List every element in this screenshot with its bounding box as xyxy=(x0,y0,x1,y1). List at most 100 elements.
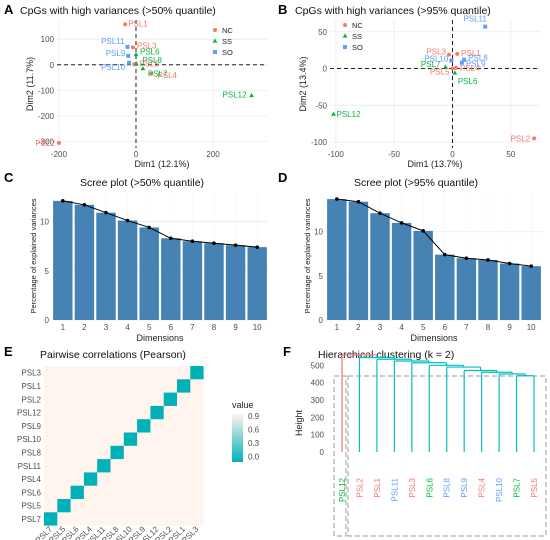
panel-letter-f: F xyxy=(283,344,291,359)
x-tick-label: 1 xyxy=(335,323,340,332)
x-axis-label: Dimensions xyxy=(136,333,184,343)
x-tick-label: -100 xyxy=(328,150,345,159)
bar-dim-4 xyxy=(117,220,138,320)
heatmap-cell-diagonal xyxy=(97,459,111,473)
point-label: PSL9 xyxy=(106,49,126,58)
point-psl12 xyxy=(249,92,254,98)
legend-marker-nc xyxy=(213,28,217,32)
leaf-label-psl5: PSL5 xyxy=(530,477,539,497)
y-tick-label: 200 xyxy=(311,413,325,422)
point-label: PSL10 xyxy=(424,54,449,63)
scree-point xyxy=(125,218,130,223)
bar-dim-7 xyxy=(182,241,203,320)
y-tick-label: 0 xyxy=(50,61,55,70)
scree-point xyxy=(464,256,469,261)
legend-label: SO xyxy=(352,43,363,52)
scree-point xyxy=(233,243,238,247)
scree-point xyxy=(61,199,65,203)
x-tick-label: 5 xyxy=(421,323,426,332)
row-label: PSL7 xyxy=(21,515,41,524)
y-tick-label: -50 xyxy=(315,101,327,110)
scree-point xyxy=(147,225,151,230)
point-label: PSL6 xyxy=(140,48,160,57)
x-tick-label: 2 xyxy=(82,323,87,332)
point-label: PSL4 xyxy=(460,64,480,73)
heatmap-cell-diagonal xyxy=(190,366,204,380)
heatmap-cell-diagonal xyxy=(44,512,58,526)
scree-point xyxy=(335,197,339,201)
leaf-label-psl11: PSL11 xyxy=(390,477,399,501)
point-label: PSL1 xyxy=(128,19,148,28)
panel-title-c: Scree plot (>50% quantile) xyxy=(80,177,204,189)
row-label: PSL9 xyxy=(21,422,41,431)
panel-letter-c: C xyxy=(4,170,14,185)
legend-marker-so xyxy=(213,50,217,54)
x-tick-label: 2 xyxy=(356,323,361,332)
row-label: PSL8 xyxy=(21,448,41,457)
x-tick-label: 7 xyxy=(190,323,195,332)
row-label: PSL2 xyxy=(21,395,41,404)
row-label: PSL4 xyxy=(21,475,41,484)
leaf-label-psl4: PSL4 xyxy=(478,477,487,497)
x-tick-label: 4 xyxy=(125,323,130,332)
point-label: PSL3 xyxy=(426,48,446,57)
bar-dim-8 xyxy=(204,243,224,320)
point-psl9 xyxy=(459,60,464,65)
row-label: PSL12 xyxy=(17,409,42,418)
point-psl4 xyxy=(149,71,154,76)
y-tick-label: 300 xyxy=(311,396,325,405)
row-label: PSL3 xyxy=(21,369,41,378)
heatmap-cell-diagonal xyxy=(110,445,124,460)
heatmap-cell-diagonal xyxy=(177,379,191,393)
bar-dim-7 xyxy=(456,258,477,320)
point-psl3 xyxy=(130,45,135,50)
x-tick-label: 10 xyxy=(527,323,536,332)
point-label: PSL2 xyxy=(35,139,55,148)
bar-dim-1 xyxy=(53,200,73,320)
legend-label: SS xyxy=(352,32,362,41)
point-psl8 xyxy=(462,57,467,62)
point-psl1 xyxy=(123,22,128,27)
legend-tick: 0.3 xyxy=(248,439,260,448)
scree-point xyxy=(255,245,259,249)
scree-plot-d: 1 2 3 4 5 6 7 8 9 10 0 5 10 Dimensions Percentage of e… xyxy=(303,192,542,343)
y-tick-label: 0 xyxy=(319,316,324,325)
leaf-label-psl6: PSL6 xyxy=(425,477,434,497)
pca-plot-a: -200 0 200 -300 -200 -100 0 100 Dim1 (12.1%) Dim2… xyxy=(25,19,267,169)
bar-dim-8 xyxy=(478,259,498,320)
bar-dim-10 xyxy=(521,266,541,320)
legend-label: SO xyxy=(222,48,233,57)
dendrogram: Height 0 100 200 300 400 500 PSL12 PSL2 PSL1 PSL11… xyxy=(294,354,547,537)
scree-point xyxy=(378,211,382,215)
legend-title: value xyxy=(232,400,254,410)
x-tick-label: 5 xyxy=(147,323,152,332)
legend-marker-nc xyxy=(343,23,347,27)
point-psl11 xyxy=(483,24,488,29)
scree-point xyxy=(399,221,404,225)
panel-letter-a: A xyxy=(4,2,14,17)
heatmap-cell-diagonal xyxy=(57,499,71,513)
point-psl6 xyxy=(452,70,458,75)
x-tick-label: 9 xyxy=(233,323,238,332)
scree-point xyxy=(356,199,361,204)
x-tick-label: 6 xyxy=(169,323,174,332)
x-tick-label: 8 xyxy=(486,323,491,332)
correlation-heatmap: PSL3 PSL1 PSL2 PSL12 PSL9 PSL10 PSL8 PSL11 PSL4 P… xyxy=(17,366,260,540)
point-psl10 xyxy=(449,58,454,63)
x-tick-label: 7 xyxy=(464,323,469,332)
point-label: PSL5 xyxy=(430,68,450,77)
scree-point xyxy=(169,236,173,241)
heatmap-cell-diagonal xyxy=(70,485,84,499)
scree-line xyxy=(62,200,258,248)
panel-letter-e: E xyxy=(4,344,13,359)
leaf-label-psl1: PSL1 xyxy=(373,477,382,497)
bar-dim-9 xyxy=(225,245,246,320)
bar-dim-4 xyxy=(391,222,412,320)
point-psl2 xyxy=(532,136,537,141)
point-psl5 xyxy=(450,66,455,71)
y-tick-label: -100 xyxy=(311,138,328,147)
scree-point xyxy=(104,210,108,215)
panel-letter-d: D xyxy=(278,170,287,185)
bar-dim-10 xyxy=(247,247,267,320)
